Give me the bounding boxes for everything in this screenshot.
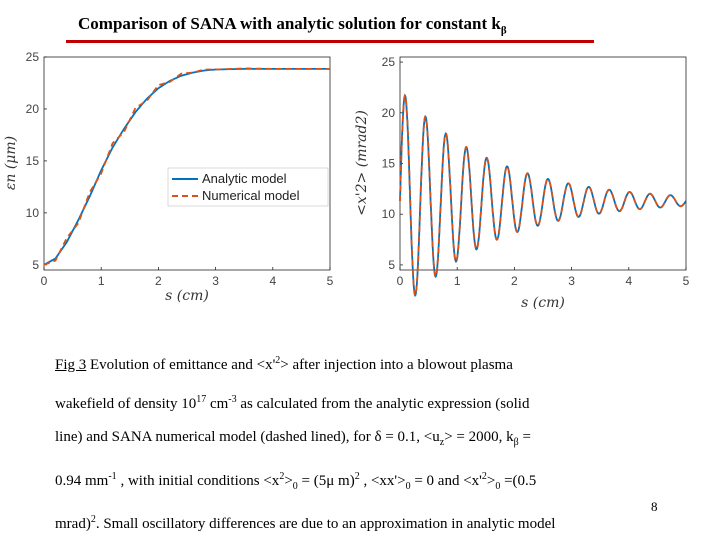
legend-box xyxy=(167,167,329,207)
emittance-chart: 0 1 2 3 4 5 5 10 15 20 25 Analytic model Numerical… xyxy=(3,50,334,304)
chart1-series xyxy=(43,67,330,266)
caption-line-1: Fig 3 Evolution of emittance and <x'2> a… xyxy=(55,355,513,373)
chart2-ytick-label-2: 15 xyxy=(382,157,396,171)
chart2-xlabel: s (cm) xyxy=(521,295,565,311)
chart2-xtick-label-4: 4 xyxy=(625,274,632,288)
caption-line-5: mrad)2. Small oscillatory differences ar… xyxy=(55,514,556,532)
chart2-ylabel: <x'2> (mrad2) xyxy=(354,110,370,216)
chart2-xtick-label-1: 1 xyxy=(454,274,461,288)
chart2-xtick-label-5: 5 xyxy=(683,274,690,288)
figure-label: Fig 3 xyxy=(55,357,87,373)
chart1-xtick-label-0: 0 xyxy=(41,274,48,288)
divergence-chart: 0 1 2 3 4 5 5 10 15 20 25 s (cm) <x'2> (mrad2) xyxy=(354,55,690,311)
caption-line-2: wakefield of density 1017 cm-3 as calcul… xyxy=(55,393,530,412)
chart1-ytick-label-3: 20 xyxy=(26,102,40,116)
chart1-ytick-label-1: 10 xyxy=(26,206,40,220)
chart1-xtick-label-5: 5 xyxy=(327,274,334,288)
chart2-ytick-label-3: 20 xyxy=(382,106,396,120)
chart1-series-numerical xyxy=(43,67,330,266)
chart1-xtick-label-1: 1 xyxy=(98,274,105,288)
chart1-ytick-label-4: 25 xyxy=(26,50,40,64)
chart2-xtick-label-0: 0 xyxy=(397,274,404,288)
chart1-ticks: 0 1 2 3 4 5 5 10 15 20 25 xyxy=(26,50,334,288)
chart2-ytick-label-4: 25 xyxy=(382,55,396,69)
chart2-xtick-label-2: 2 xyxy=(511,274,518,288)
chart1-ylabel: εn (μm) xyxy=(3,136,19,190)
chart2-ytick-label-0: 5 xyxy=(388,258,395,272)
chart1-ytick-label-0: 5 xyxy=(32,258,39,272)
chart2-plot-frame xyxy=(399,56,687,271)
chart2-series-numerical xyxy=(399,93,687,298)
slide-title: Comparison of SANA with analytic solutio… xyxy=(78,14,507,37)
chart1-ytick-label-2: 15 xyxy=(26,154,40,168)
page-number: 8 xyxy=(651,499,658,514)
chart1-plot-frame xyxy=(43,56,331,271)
chart1-xtick-label-4: 4 xyxy=(269,274,276,288)
caption-line-4: 0.94 mm-1 , with initial conditions <x2>… xyxy=(55,470,537,492)
chart2-ytick-label-1: 10 xyxy=(382,207,396,221)
legend-label-numerical: Numerical model xyxy=(202,188,300,203)
legend-label-analytic: Analytic model xyxy=(202,171,287,186)
figure-caption: Fig 3 Evolution of emittance and <x'2> a… xyxy=(55,344,655,542)
chart2-series xyxy=(399,93,687,298)
chart1-xtick-label-3: 3 xyxy=(212,274,219,288)
chart2-xtick-label-3: 3 xyxy=(568,274,575,288)
title-underline xyxy=(66,40,594,43)
caption-line-3: line) and SANA numerical model (dashed l… xyxy=(55,429,531,448)
chart1-legend: Analytic model Numerical model xyxy=(167,167,329,207)
chart2-ticks: 0 1 2 3 4 5 5 10 15 20 25 xyxy=(382,55,690,288)
chart1-xlabel: s (cm) xyxy=(165,288,209,304)
chart1-xtick-label-2: 2 xyxy=(155,274,162,288)
